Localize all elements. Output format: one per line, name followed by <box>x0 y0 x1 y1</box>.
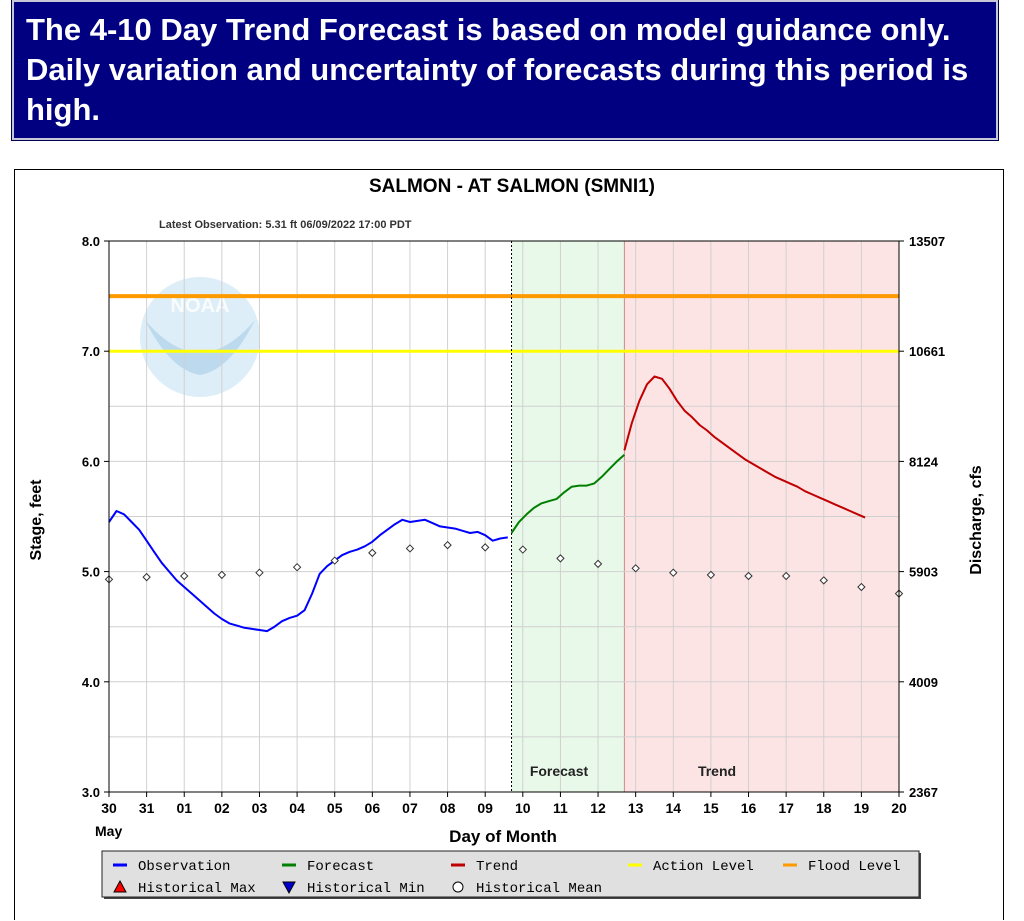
y-tick-label: 3.0 <box>82 785 100 800</box>
x-tick-label: 06 <box>365 800 381 816</box>
chart-title: SALMON - AT SALMON (SMNI1) <box>369 176 655 197</box>
x-tick-label: 15 <box>703 800 719 816</box>
x-tick-label: 31 <box>139 800 155 816</box>
observation-line <box>108 510 508 633</box>
y-tick-label: 4.0 <box>82 675 100 690</box>
legend-historical-max-swatch <box>113 879 127 893</box>
historical-mean-point <box>593 559 603 569</box>
forecast-line <box>510 454 626 534</box>
legend-flood-level-label: Flood Level <box>808 859 900 875</box>
historical-mean-point <box>857 582 866 592</box>
legend-historical-min-swatch <box>282 881 296 895</box>
x-tick-label: 11 <box>553 800 568 816</box>
x-month-label: May <box>95 823 122 839</box>
legend-historical-mean-label: Historical Mean <box>476 881 602 897</box>
historical-mean-markers <box>104 540 904 598</box>
y-tick-label: 8.0 <box>82 234 100 249</box>
y2-tick-label: 4009 <box>909 675 938 690</box>
historical-mean-point <box>781 571 791 581</box>
x-tick-label: 13 <box>628 800 644 816</box>
historical-mean-point <box>443 540 452 550</box>
y2-tick-label: 2367 <box>909 785 938 800</box>
y2-axis-label: Discharge, cfs <box>968 465 985 574</box>
logo-circle <box>140 277 260 397</box>
series-lines <box>108 375 866 633</box>
disclaimer-text: The 4-10 Day Trend Forecast is based on … <box>26 12 969 127</box>
historical-mean-point <box>255 568 264 577</box>
y-axis-label: Stage, feet <box>28 479 45 561</box>
hydrograph-chart: NOAA 30 31 01 02 03 04 05 06 07 08 09 10 11 12 13 14 15 1… <box>28 176 985 899</box>
x-tick-label: 05 <box>327 800 343 816</box>
legend-action-level-label: Action Level <box>653 859 754 875</box>
plot-border <box>108 240 900 793</box>
y2-tick-label: 13507 <box>909 234 945 249</box>
legend-historical-min-label: Historical Min <box>307 881 425 897</box>
logo-text: NOAA <box>171 295 230 317</box>
x-tick-label: 30 <box>101 800 117 816</box>
legend: Observation Forecast Trend Action Level Floo… <box>101 850 921 899</box>
historical-mean-point <box>744 571 753 581</box>
historical-mean-point <box>368 548 377 558</box>
historical-mean-point <box>631 564 640 573</box>
historical-mean-point <box>518 545 528 554</box>
x-tick-label: 01 <box>176 800 192 816</box>
x-tick-label: 17 <box>778 800 794 816</box>
axis-labels: 30 31 01 02 03 04 05 06 07 08 09 10 11 12 13 14 15 16 17 18… <box>82 234 945 816</box>
x-tick-label: 04 <box>289 800 305 816</box>
logo-swoosh <box>145 320 255 375</box>
disclaimer-banner: The 4-10 Day Trend Forecast is based on … <box>11 0 999 141</box>
historical-mean-point <box>180 571 189 581</box>
historical-mean-point <box>669 568 678 577</box>
x-tick-label: 09 <box>477 800 493 816</box>
threshold-lines <box>109 294 899 353</box>
y-tick-label: 6.0 <box>82 454 100 469</box>
x-tick-label: 02 <box>214 800 230 816</box>
historical-mean-point <box>405 544 415 553</box>
chart-frame: NOAA 30 31 01 02 03 04 05 06 07 08 09 10 11 12 13 14 15 1… <box>14 169 1004 920</box>
historical-mean-point <box>292 562 302 572</box>
x-tick-label: 14 <box>665 800 681 816</box>
x-tick-label: 07 <box>402 800 418 816</box>
legend-historical-max-label: Historical Max <box>138 881 256 897</box>
x-tick-label: 18 <box>816 800 832 816</box>
x-tick-label: 03 <box>252 800 268 816</box>
latest-observation: Latest Observation: 5.31 ft 06/09/2022 1… <box>159 219 412 231</box>
y2-tick-label: 8124 <box>909 454 939 469</box>
historical-mean-point <box>556 554 565 563</box>
x-tick-label: 20 <box>891 800 907 816</box>
historical-mean-point <box>706 570 716 580</box>
legend-trend-label: Trend <box>476 859 518 875</box>
x-axis-label: Day of Month <box>449 827 557 846</box>
historical-mean-point <box>217 570 227 580</box>
trend-line <box>623 375 866 519</box>
x-tick-label: 19 <box>854 800 870 816</box>
historical-mean-point <box>480 543 490 552</box>
x-tick-label: 08 <box>440 800 456 816</box>
trend-region-label: Trend <box>698 763 736 779</box>
noaa-logo: NOAA <box>140 277 260 397</box>
historical-mean-point <box>819 576 828 585</box>
x-tick-label: 10 <box>515 800 531 816</box>
historical-mean-point <box>142 572 151 582</box>
legend-forecast-label: Forecast <box>307 859 374 875</box>
y-tick-label: 7.0 <box>82 344 100 359</box>
forecast-region-label: Forecast <box>530 763 589 779</box>
x-tick-label: 12 <box>590 800 606 816</box>
y-tick-label: 5.0 <box>82 565 100 580</box>
legend-historical-mean-swatch <box>452 881 464 893</box>
x-tick-label: 16 <box>741 800 757 816</box>
legend-box <box>101 850 920 898</box>
legend-observation-label: Observation <box>138 859 230 875</box>
y2-tick-label: 10661 <box>909 344 945 359</box>
y2-tick-label: 5903 <box>909 565 938 580</box>
historical-mean-point <box>330 556 339 565</box>
